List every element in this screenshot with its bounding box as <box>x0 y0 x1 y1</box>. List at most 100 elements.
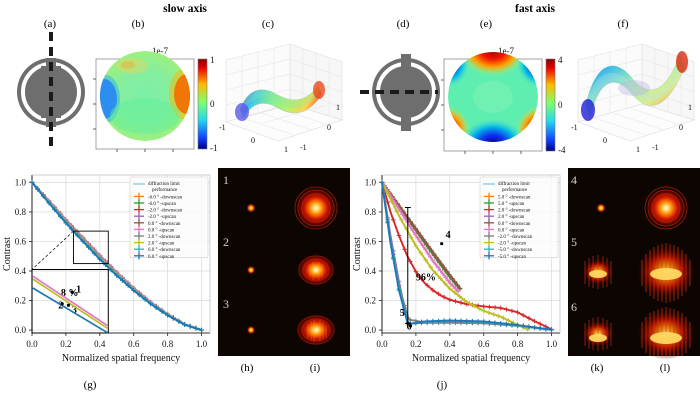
legend-label: -2.0 ° -downscan <box>148 209 183 214</box>
series-marker <box>423 240 429 246</box>
legend-marker <box>484 219 494 227</box>
series-marker <box>423 257 429 263</box>
series-marker <box>481 319 487 324</box>
series-marker <box>430 258 436 263</box>
series-marker <box>80 239 86 244</box>
xtick: 0.0 <box>376 339 388 349</box>
series-marker <box>452 279 458 284</box>
chart-legend <box>479 176 559 258</box>
legend-marker <box>484 245 494 253</box>
psf-index-6: 6 <box>571 300 577 314</box>
legend-label: 5.0 ° -downscan <box>498 195 531 200</box>
series-marker <box>498 305 503 311</box>
series-marker <box>440 271 446 277</box>
legend-label: performance <box>152 188 178 193</box>
series-marker <box>415 235 420 241</box>
ytick: 0.8 <box>365 207 377 217</box>
legend-label: diffraction limit <box>148 182 180 187</box>
surface-slow-xtick-0: 0 <box>251 136 255 145</box>
series-marker <box>389 199 395 204</box>
series-marker <box>441 294 447 300</box>
series-marker <box>472 303 477 309</box>
psf-panel-k-l: 4 5 6 <box>568 168 700 360</box>
series-marker <box>418 250 424 256</box>
legend-label: 2.0 ° -downscan <box>498 209 531 214</box>
series-marker <box>475 319 481 324</box>
legend-marker <box>134 239 144 247</box>
series-marker <box>453 298 458 304</box>
series-marker <box>394 208 399 214</box>
panel-label-l: (l) <box>659 362 671 374</box>
ytick: 1.0 <box>15 178 27 188</box>
series-marker <box>86 245 91 250</box>
series-marker <box>520 312 526 318</box>
series-marker <box>430 318 436 324</box>
series-marker <box>487 319 492 325</box>
series-marker <box>492 320 498 325</box>
chart-annotation: 96% <box>416 273 436 284</box>
series-marker <box>526 324 532 329</box>
series-marker <box>525 327 531 332</box>
ytick: 0.0 <box>365 325 377 335</box>
legend-label: -2.0 ° -upscan <box>148 215 176 220</box>
surface-plot-slow: -1 0 1 1 0 -1 <box>219 43 343 154</box>
legend-label: -2.0 ° -downscan <box>498 235 533 240</box>
ytick: 0.2 <box>15 296 26 306</box>
series-marker <box>515 322 520 328</box>
series-marker <box>509 308 515 314</box>
series-marker <box>125 283 131 288</box>
series-marker <box>431 251 437 257</box>
series-marker <box>385 220 390 226</box>
series-marker <box>418 233 424 239</box>
xtick: 0.8 <box>162 339 174 349</box>
series-marker <box>457 294 463 299</box>
zoom-inset-box <box>31 269 109 334</box>
zoom-connector <box>31 230 74 270</box>
series-marker <box>417 239 423 245</box>
psf-index-1: 1 <box>223 173 229 187</box>
series-marker <box>57 214 63 219</box>
series-marker <box>97 257 103 262</box>
colorbar-slow <box>197 58 208 150</box>
legend-marker <box>134 225 144 233</box>
mems-schematic-fast-axis <box>360 54 449 131</box>
colorbar-tick-slow-bottom: -1 <box>210 143 218 153</box>
colorbar-tick-fast-mid: 0 <box>558 100 563 110</box>
surface-fast-ytick-0: 0 <box>679 123 683 132</box>
series-marker <box>407 223 413 229</box>
series-marker <box>438 268 443 273</box>
series-marker <box>433 261 438 267</box>
legend-label: -5.0 ° -downscan <box>498 248 533 253</box>
series-marker <box>396 233 402 238</box>
legend-marker <box>484 212 494 220</box>
series-marker <box>396 287 402 293</box>
series-marker <box>428 264 433 270</box>
inset-marker <box>70 290 74 294</box>
chart-legend <box>129 176 209 258</box>
series-marker <box>182 322 187 328</box>
series-marker <box>402 215 408 221</box>
series-marker <box>35 186 40 192</box>
series-marker <box>402 309 407 315</box>
series-line <box>381 181 461 289</box>
legend-label: 5.0 ° -upscan <box>498 202 525 207</box>
legend-label: 6.0 ° -downscan <box>148 248 181 253</box>
chart-annotation: 4 <box>446 230 451 241</box>
legend-label: 0.0 ° -downscan <box>498 222 531 227</box>
series-marker <box>428 254 433 260</box>
series-marker <box>435 264 441 270</box>
series-marker <box>457 285 463 291</box>
series-marker <box>397 207 403 213</box>
legend-label: -5.0 ° -upscan <box>498 255 526 260</box>
xtick: 0.2 <box>60 339 71 349</box>
y-axis-label: Contrast <box>2 237 13 271</box>
mtf-chart-g[interactable]: 0.0 0.2 0.4 0.6 0.8 1.0 0.0 0.2 0.4 0.6 0.8 1.0 Norm… <box>2 165 217 377</box>
panel-label-g: (g) <box>83 379 97 391</box>
series-marker <box>176 319 182 324</box>
series-marker <box>412 231 418 237</box>
mtf-chart-j[interactable]: 0.0 0.2 0.4 0.6 0.8 1.0 0.0 0.2 0.4 0.6 0.8 1.0 Norm… <box>352 165 567 377</box>
series-marker <box>391 256 396 261</box>
panel-label-b: (b) <box>131 18 145 30</box>
series-marker <box>193 325 199 331</box>
series-marker <box>41 193 46 199</box>
